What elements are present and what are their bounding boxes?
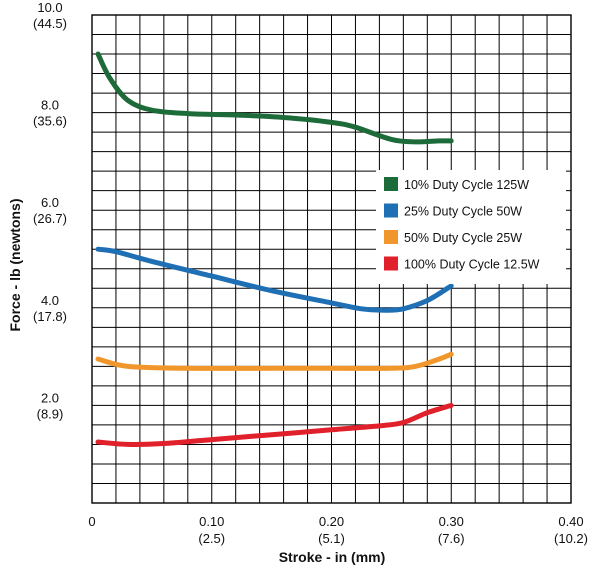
legend-label: 50% Duty Cycle 25W (404, 231, 522, 245)
y-tick-label: 10.0 (37, 0, 62, 15)
y-tick-labels: 10.0(44.5) 8.0(35.6) 6.0(26.7) 4.0(17.8) 2.0… (33, 0, 67, 421)
series-line-1 (95, 51, 454, 145)
legend-swatch (384, 203, 398, 218)
x-tick-sublabel: (10.2) (554, 531, 588, 546)
y-tick-label: 6.0 (41, 195, 59, 210)
legend-label: 100% Duty Cycle 12.5W (404, 258, 540, 272)
series-line-4 (95, 402, 454, 447)
y-tick-sublabel: (8.9) (37, 406, 64, 421)
x-tick-label: 0 (88, 514, 95, 529)
x-tick-label: 0.40 (558, 514, 583, 529)
legend-label: 25% Duty Cycle 50W (404, 205, 522, 219)
y-tick-sublabel: (35.6) (33, 114, 67, 129)
y-tick-sublabel: (26.7) (33, 211, 67, 226)
x-tick-label: 0.10 (199, 514, 224, 529)
series-lines (95, 51, 454, 447)
series-line-2 (95, 246, 454, 313)
legend-background (376, 170, 566, 284)
legend-label: 10% Duty Cycle 125W (404, 178, 529, 192)
y-tick-label: 8.0 (41, 98, 59, 113)
y-tick-sublabel: (44.5) (33, 16, 67, 31)
x-tick-sublabel: (7.6) (438, 531, 465, 546)
series-line-3 (95, 351, 454, 371)
x-tick-label: 0.30 (439, 514, 464, 529)
y-axis-title: Force - lb (newtons) (7, 199, 23, 332)
y-tick-label: 2.0 (41, 390, 59, 405)
x-tick-label: 0.20 (319, 514, 344, 529)
legend-swatch (384, 177, 398, 191)
y-tick-label: 4.0 (41, 293, 59, 308)
plot-border (91, 14, 572, 504)
x-axis-title: Stroke - in (mm) (279, 549, 386, 565)
x-tick-sublabel: (2.5) (198, 531, 225, 546)
y-tick-sublabel: (17.8) (33, 309, 67, 324)
x-tick-labels: 0 0.10 (2.5) 0.20 (5.1) 0.30 (7.6) 0.40 (10.2) (88, 514, 588, 546)
legend-swatch (384, 256, 398, 271)
legend: 10% Duty Cycle 125W 25% Duty Cycle 50W 50%… (376, 170, 566, 284)
x-tick-sublabel: (5.1) (318, 531, 345, 546)
legend-swatch (384, 230, 398, 244)
